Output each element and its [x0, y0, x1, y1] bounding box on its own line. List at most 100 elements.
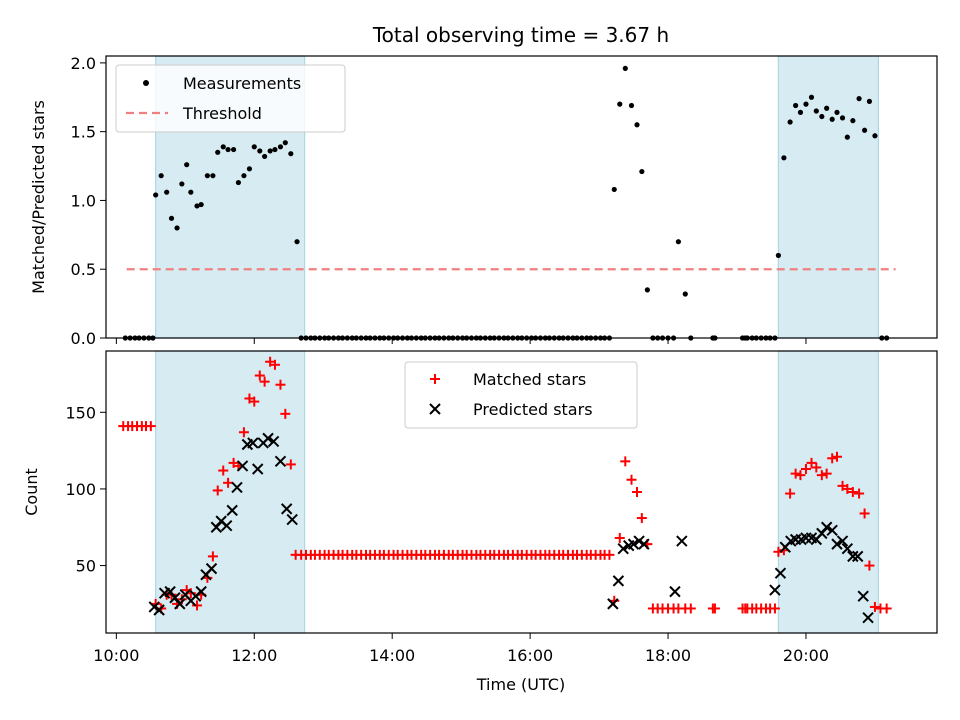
matched-star-point — [238, 427, 249, 438]
predicted-star-point — [205, 562, 218, 575]
matched-star-point — [806, 457, 817, 468]
matched-star-point — [854, 488, 865, 499]
predicted-star-point — [236, 460, 249, 472]
legend-plus-glyph — [430, 374, 440, 384]
predicted-star-point — [226, 504, 238, 517]
matched-star-point — [859, 508, 870, 519]
measurement-point — [204, 173, 210, 179]
measurement-point — [179, 181, 185, 187]
matched-star-point — [269, 359, 280, 370]
matched-star-point — [212, 485, 223, 496]
matched-star-point — [816, 470, 827, 481]
matched-star-point — [259, 376, 270, 387]
bottom-plot-frame — [105, 350, 938, 634]
predicted-star-point — [617, 542, 629, 555]
predicted-star-point — [153, 604, 165, 616]
matched-star-point — [218, 465, 229, 476]
predicted-star-point — [286, 513, 298, 526]
legend-cross-glyph — [429, 403, 441, 415]
measurement-point — [850, 118, 856, 124]
top-panel: 0.00.51.01.52.0 Matched/Predicted stars … — [29, 54, 938, 348]
measurement-point — [153, 192, 159, 198]
measurement-point — [808, 94, 815, 100]
predicted-star-point — [252, 463, 264, 475]
matched-star-point — [636, 513, 647, 524]
predicted-star-point — [262, 432, 274, 445]
predicted-star-point — [267, 435, 280, 448]
measurement-point — [644, 287, 650, 293]
measurement-point — [188, 189, 194, 195]
measurement-point — [834, 109, 840, 115]
legend-threshold-label: Threshold — [182, 104, 262, 123]
matched-star-point — [285, 459, 296, 470]
predicted-star-point — [274, 455, 287, 468]
measurement-point — [787, 119, 793, 125]
predicted-star-point — [247, 437, 259, 449]
predicted-star-point — [826, 524, 838, 537]
measurement-point — [246, 166, 253, 172]
matched-star-point — [685, 603, 696, 614]
measurement-point — [824, 105, 830, 111]
matched-star-point — [800, 464, 811, 475]
predicted-star-point — [769, 584, 781, 596]
measurement-point — [634, 122, 640, 128]
bottom-legend: Matched stars Predicted stars — [404, 361, 638, 429]
predicted-star-point — [220, 520, 233, 532]
observing-window-band — [777, 350, 879, 634]
measurement-point — [622, 65, 628, 71]
matched-star-point — [632, 487, 643, 497]
measurement-point — [839, 115, 846, 121]
measurement-point — [235, 179, 242, 186]
predicted-star-point — [836, 535, 849, 547]
legend-matched-marker — [430, 374, 440, 384]
matched-star-point — [811, 462, 822, 473]
matched-star-point — [709, 603, 720, 614]
matched-star-point — [790, 468, 801, 479]
predicted-star-point — [280, 503, 293, 515]
predicted-star-point — [847, 550, 859, 563]
predicted-star-points — [148, 432, 874, 624]
matched-star-point — [275, 379, 286, 390]
measurement-point — [215, 149, 221, 155]
measurement-point — [282, 140, 288, 146]
predicted-star-point — [231, 481, 243, 494]
matched-star-point — [249, 396, 260, 407]
measurement-point — [272, 146, 278, 153]
x-tick-label: 18:00 — [645, 646, 691, 665]
top-plot-frame — [105, 55, 938, 339]
x-axis-label: Time (UTC) — [476, 675, 565, 694]
measurement-point — [617, 101, 623, 107]
y-tick-label: 50 — [76, 557, 96, 576]
legend-measurements-label: Measurements — [183, 74, 301, 93]
y-tick-label: 2.0 — [71, 54, 96, 73]
measurement-point — [262, 153, 268, 160]
measurement-point — [158, 173, 164, 179]
measurement-point — [611, 186, 617, 193]
predicted-star-point — [857, 590, 869, 602]
measurement-point — [194, 203, 200, 209]
predicted-star-point — [627, 538, 640, 550]
x-tick-label: 16:00 — [507, 646, 553, 665]
measurement-point — [803, 101, 809, 107]
legend-matched-label: Matched stars — [473, 370, 586, 389]
y-tick-label: 1.0 — [71, 191, 96, 210]
measurement-point — [294, 239, 300, 245]
top-y-ticks: 0.0 0.5 1.0 1.5 2.0 — [71, 54, 106, 348]
measurement-point — [198, 201, 204, 208]
measurement-point — [210, 173, 216, 179]
matched-star-point — [847, 487, 858, 497]
predicted-star-point — [851, 550, 864, 563]
observing-window-band — [155, 350, 306, 634]
y-tick-label: 0.5 — [71, 260, 96, 279]
measurement-point — [639, 168, 645, 175]
matched-star-points — [118, 356, 892, 614]
measurement-point — [781, 155, 787, 161]
measurement-point — [267, 148, 273, 154]
measurement-point — [230, 146, 237, 153]
measurement-point — [174, 225, 180, 231]
matched-star-point — [223, 477, 234, 488]
matched-star-point — [207, 551, 218, 562]
measurement-point — [288, 151, 294, 157]
matched-star-point — [795, 470, 806, 481]
